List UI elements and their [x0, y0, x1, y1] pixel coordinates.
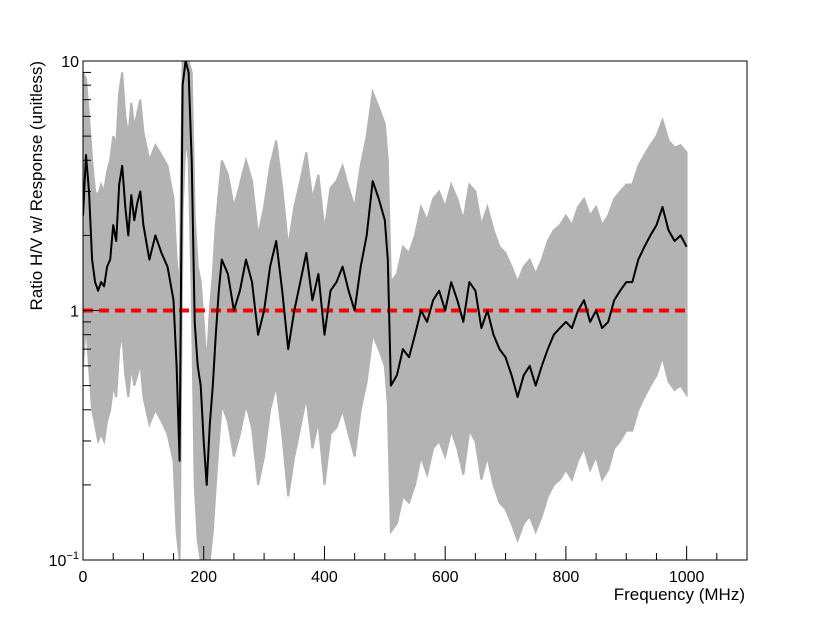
x-tick-label: 200 — [190, 569, 217, 586]
x-axis: 0 200 400 600 800 1000 — [79, 546, 748, 586]
ratio-series-line — [83, 61, 688, 486]
x-tick-label: 0 — [79, 569, 88, 586]
y-axis-title: Ratio H/V w/ Response (unitless) — [27, 61, 46, 310]
y-tick-exponent: −1 — [66, 550, 79, 562]
x-tick-label: 800 — [553, 569, 580, 586]
y-tick-base: 10 — [61, 54, 79, 71]
plot-area — [83, 61, 688, 560]
x-tick-label: 1000 — [669, 569, 705, 586]
uncertainty-band — [83, 61, 688, 560]
y-tick-label: 10 — [61, 54, 79, 71]
y-tick-base: 10 — [49, 553, 67, 570]
x-axis-title: Frequency (MHz) — [614, 585, 745, 604]
y-tick-label: 1 — [70, 304, 79, 321]
x-tick-label: 600 — [432, 569, 459, 586]
y-tick-label: 10−1 — [49, 550, 79, 570]
x-tick-label: 400 — [311, 569, 338, 586]
y-tick-base: 1 — [70, 304, 79, 321]
